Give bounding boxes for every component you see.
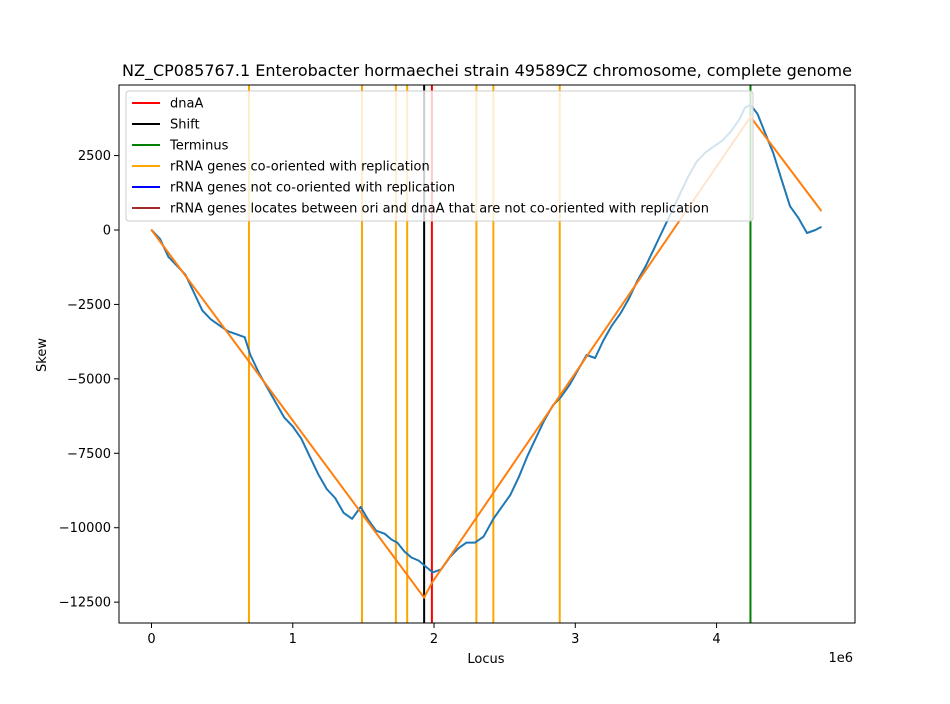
skew-point-75	[763, 130, 766, 133]
skew-point-11	[243, 336, 246, 339]
skew-point-77	[780, 178, 783, 181]
x-tick-label-4: 4	[712, 632, 720, 647]
legend: dnaA Shift Terminus rRNA genes co-oriented …	[125, 90, 754, 222]
skew-point-45	[518, 476, 520, 478]
skew-point-81	[814, 229, 817, 231]
axes-frame	[118, 84, 856, 624]
legend-label-3: rRNA genes co-oriented with replication	[170, 160, 430, 175]
skew-point-79	[797, 217, 800, 219]
y-axis-label: Skew	[35, 338, 50, 372]
x-axis-offset-label: 1e6	[828, 651, 853, 666]
skew-point-2	[167, 255, 170, 258]
x-axis-label: Locus	[467, 652, 504, 667]
skew-point-19	[308, 455, 311, 458]
axis-ticks: 0 1 2 3 4 2500 0 −2500 −5000 −7500 −10000 −12500	[59, 149, 721, 647]
skew-point-20	[317, 473, 320, 475]
skew-point-23	[342, 512, 345, 514]
y-tick-label-3: −5000	[67, 372, 111, 387]
skew-point-41	[482, 535, 485, 538]
skew-point-21	[325, 488, 328, 490]
skew-point-26	[366, 518, 369, 520]
x-tick-label-3: 3	[571, 632, 579, 647]
legend-label-4: rRNA genes not co-oriented with replicat…	[170, 181, 455, 196]
skew-point-74	[756, 113, 759, 115]
skew-point-5	[193, 291, 195, 294]
skew-point-78	[789, 205, 791, 207]
skew-point-30	[396, 541, 399, 544]
skew-point-10	[235, 333, 238, 336]
x-tick-label-0: 0	[147, 632, 155, 647]
skew-point-24	[351, 518, 353, 520]
skew-point-43	[501, 506, 503, 508]
skew-point-80	[806, 232, 808, 234]
y-tick-label-4: −7500	[67, 447, 111, 462]
legend-label-1: Shift	[170, 118, 200, 133]
skew-point-58	[628, 297, 630, 300]
y-tick-label-1: 0	[103, 223, 111, 238]
skew-point-6	[201, 309, 204, 312]
skew-point-57	[619, 312, 622, 315]
skew-point-22	[334, 497, 336, 499]
chart-title: NZ_CP085767.1 Enterobacter hormaechei st…	[122, 61, 852, 81]
legend-label-0: dnaA	[170, 97, 203, 112]
skew-point-35	[431, 571, 434, 574]
skew-point-28	[383, 532, 386, 535]
skew-point-39	[465, 541, 468, 544]
skew-point-60	[645, 264, 647, 267]
fit-point-4	[820, 209, 822, 212]
skew-point-54	[594, 357, 596, 359]
skew-point-25	[359, 506, 362, 508]
skew-point-12	[249, 354, 252, 356]
skew-point-50	[560, 395, 562, 398]
skew-point-40	[474, 541, 476, 544]
y-tick-label-0: 2500	[78, 149, 111, 164]
skew-point-76	[772, 151, 774, 154]
skew-point-33	[417, 559, 420, 562]
skew-point-17	[292, 425, 294, 428]
skew-point-18	[300, 437, 303, 440]
fit-point-0	[150, 229, 153, 231]
skew-point-15	[275, 401, 277, 404]
skew-point-8	[218, 324, 221, 327]
skew-point-31	[403, 550, 406, 553]
skew-point-46	[526, 455, 529, 458]
skew-point-32	[410, 556, 413, 559]
legend-box	[125, 90, 754, 222]
skew-point-62	[662, 229, 664, 231]
skew-point-61	[653, 247, 656, 249]
skew-point-44	[509, 494, 512, 496]
skew-point-29	[390, 538, 393, 541]
skew-point-34	[424, 565, 427, 568]
x-tick-label-1: 1	[289, 632, 297, 647]
y-tick-label-6: −12500	[59, 596, 111, 611]
skew-point-16	[283, 416, 286, 419]
skew-point-56	[611, 324, 613, 327]
x-tick-label-2: 2	[430, 632, 438, 647]
skew-point-82	[820, 226, 822, 228]
y-tick-label-5: −10000	[59, 521, 111, 536]
skew-point-51	[568, 384, 571, 386]
skew-point-7	[210, 318, 212, 321]
fit-point-1	[423, 596, 425, 599]
y-tick-label-2: −2500	[67, 298, 111, 313]
skew-point-55	[602, 339, 605, 342]
skew-point-42	[492, 518, 495, 520]
skew-point-47	[534, 437, 537, 440]
legend-label-5: rRNA genes locates between ori and dnaA …	[170, 202, 709, 217]
skew-point-38	[457, 547, 459, 550]
legend-label-2: Terminus	[169, 139, 229, 154]
fit-point-2	[431, 582, 433, 584]
